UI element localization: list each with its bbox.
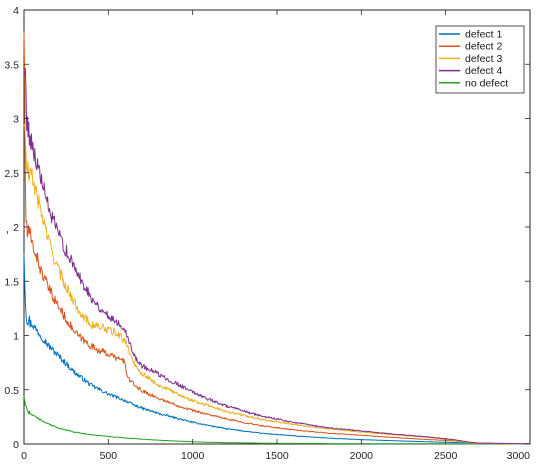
y-tick-label: 3.5	[4, 59, 19, 71]
x-tick-label: 500	[100, 450, 118, 462]
x-tick-label: 0	[21, 450, 27, 462]
y-tick-label: 4	[13, 5, 19, 17]
x-tick-label: 2500	[434, 450, 458, 462]
y-tick-label: 2.5	[4, 168, 19, 180]
x-tick-label: 1500	[265, 450, 289, 462]
legend-label: defect 1	[465, 29, 503, 41]
y-tick-label: 1.5	[4, 276, 19, 288]
stray-mark: ,	[6, 223, 9, 235]
x-tick-label: 1000	[181, 450, 205, 462]
legend-label: defect 2	[465, 41, 503, 53]
y-tick-label: 1	[13, 331, 19, 343]
legend-label: no defect	[465, 77, 508, 89]
x-tick-label: 2000	[350, 450, 374, 462]
x-axis-ticks: 0 500 1000 1500 2000 2500 3000	[21, 10, 531, 462]
legend-label: defect 4	[465, 65, 503, 77]
y-tick-label: 0	[13, 439, 19, 451]
x-tick-label: 3000	[507, 450, 531, 462]
y-tick-label: 3	[13, 114, 19, 126]
y-tick-label: 0.5	[4, 385, 19, 397]
legend-label: defect 3	[465, 53, 503, 65]
series-line-defect-4	[23, 67, 530, 445]
y-axis-ticks: 0 0.5 1 1.5 2 2.5 3 3.5 4	[4, 5, 530, 451]
legend-box	[435, 25, 525, 94]
y-tick-label: 2	[13, 222, 19, 234]
